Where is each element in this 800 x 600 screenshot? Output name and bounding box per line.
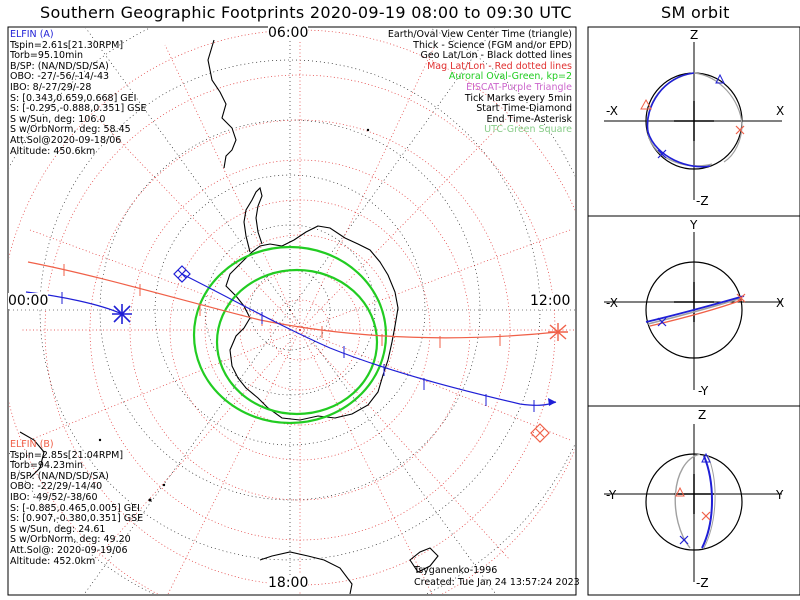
clock-label-top: 06:00 (268, 25, 309, 41)
auroral-oval-inner (215, 268, 379, 416)
elfin-a-line: Altitude: 450.6km (10, 145, 96, 157)
sm3-left-label: -Y (606, 488, 617, 502)
elfin-b-line: OBO: -22/29/-14/40 (10, 481, 103, 493)
elfin-a-line: Att.Sol@2020-09-18/06 (10, 134, 122, 146)
sm-panel-3-plot (604, 424, 782, 582)
south-america-tip (207, 39, 237, 169)
elfin-a-line: S: [0.343,0.659,0.668] GEI (10, 92, 137, 104)
sm-frame (587, 26, 800, 596)
elfin-a-end-asterisk (112, 304, 132, 324)
sm2-right-label: X (776, 296, 785, 310)
model-credit: Tsyganenko-1996 (414, 565, 498, 576)
elfin-b-line: S w/OrbNorm, deg: 49.20 (10, 534, 131, 546)
elfin-b-track (27, 261, 559, 339)
elfin-b-line: Altitude: 452.0km (10, 555, 96, 567)
elfin-a-line: S w/Sun, deg: 106.0 (10, 113, 106, 125)
elfin-b-start-diamond (530, 423, 550, 443)
elfin-b-name: ELFIN (B) (10, 439, 54, 450)
legend-item: UTC-Green Square (484, 124, 572, 136)
elfin-b-line: S: [0.907,-0.380,0.351] GSE (10, 513, 144, 525)
created-timestamp: Created: Tue Jan 24 13:57:24 2023 (414, 577, 580, 588)
elfin-b-info: ELFIN (B) Tspin=2.85s[21.04RPM] Torb=94.… (10, 439, 144, 567)
elfin-b-line: Att.Sol@: 2020-09-19/06 (10, 544, 128, 556)
elfin-a-name: ELFIN (A) (10, 29, 54, 40)
elfin-a-line: B/SP: (NA/ND/SD/SA) (10, 60, 109, 72)
sm-panel-1-plot (604, 42, 782, 200)
elfin-b-line: B/SP: (NA/ND/SD/SA) (10, 470, 109, 482)
clock-label-right: 12:00 (530, 293, 571, 309)
mag-grid (9, 28, 575, 594)
elfin-b-end-asterisk (548, 323, 568, 341)
elfin-a-line: Torb=95.10min (10, 50, 84, 62)
sm3-top-label: Z (698, 408, 707, 422)
auroral-oval-outer (192, 245, 388, 425)
legend-item: Mag Lat/Lon - Red dotted lines (427, 60, 572, 72)
sm-orbit-title: SM orbit (661, 3, 730, 22)
elfin-b-line: S: [-0.885,0.465,0.005] GEI (10, 502, 140, 514)
clock-label-bottom: 18:00 (268, 575, 309, 591)
sm2-bottom-label: -Y (698, 384, 709, 398)
new-zealand (409, 547, 439, 573)
elfin-a-line: IBO: 8/-27/29/-28 (10, 81, 92, 93)
sm1-top-label: Z (690, 28, 699, 42)
clock-label-left: 00:00 (8, 293, 49, 309)
legend-item: Tick Marks every 5min (464, 92, 572, 104)
elfin-b-line: Tspin=2.85s[21.04RPM] (10, 449, 124, 461)
page-title: Southern Geographic Footprints 2020-09-1… (40, 3, 572, 22)
elfin-b-line: IBO: -49/52/-38/60 (10, 491, 98, 503)
elfin-a-start-diamond (173, 265, 191, 283)
antarctic-peninsula (243, 186, 263, 253)
legend-item: Earth/Oval View Center Time (triangle) (387, 29, 572, 40)
sm-panel-2-plot (604, 232, 782, 390)
islands (98, 128, 370, 502)
elfin-a-line: S w/OrbNorm, deg: 58.45 (10, 124, 131, 136)
legend-item: Auroral Oval-Green, kp=2 (448, 71, 572, 83)
legend-item: Start Time-Diamond (476, 103, 572, 115)
sm3-right-label: Y (776, 488, 784, 502)
elfin-a-line: Tspin=2.61s[21.30RPM] (10, 39, 124, 51)
legend-item: EISCAT-Purple Triangle (466, 81, 572, 93)
elfin-a-line: S: [-0.295,-0.888,0.351] GSE (10, 103, 147, 115)
elfin-b-line: S w/Sun, deg: 24.61 (10, 523, 106, 535)
sm2-top-label: Y (690, 218, 698, 232)
legend-item: End Time-Asterisk (486, 113, 572, 125)
sm1-bottom-label: -Z (696, 194, 709, 208)
legend-item: Thick - Science (FGM and/or EPD) (413, 39, 572, 51)
elfin-b-line: Torb=94.23min (10, 460, 84, 472)
elfin-a-line: OBO: -27/-56/-14/-43 (10, 71, 110, 83)
antarctica-coastline (225, 225, 399, 421)
africa-tip (19, 431, 45, 479)
sm1-left-label: -X (606, 104, 618, 118)
sm1-right-label: X (776, 104, 785, 118)
sm3-bottom-label: -Z (696, 576, 709, 590)
elfin-a-ticks (61, 292, 535, 412)
elfin-a-track-2 (181, 273, 557, 406)
elfin-a-end-arrow (548, 398, 556, 406)
legend-item: Geo Lat/Lon - Black dotted lines (420, 50, 572, 62)
sm2-left-label: -X (606, 296, 618, 310)
elfin-a-info: ELFIN (A) Tspin=2.61s[21.30RPM] Torb=95.… (10, 29, 147, 157)
australia-edge (259, 551, 353, 594)
legend: Earth/Oval View Center Time (triangle) T… (387, 29, 572, 136)
